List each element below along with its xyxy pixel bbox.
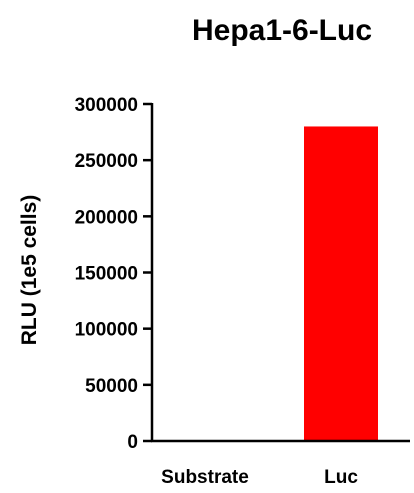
y-tick-label: 300000	[75, 95, 138, 116]
x-axis-ticks: Substrate Luc	[161, 467, 358, 488]
y-tick-label: 200000	[75, 207, 138, 228]
y-tick-label: 0	[127, 432, 138, 453]
bars	[304, 126, 378, 441]
y-tick-label: 100000	[75, 320, 138, 341]
y-axis-ticks: 0 50000 100000 150000 200000 250000 300000	[75, 95, 152, 453]
y-tick-label: 50000	[85, 376, 138, 397]
chart-title: Hepa1-6-Luc	[192, 14, 372, 47]
y-tick-label: 150000	[75, 264, 138, 285]
bar-luc	[304, 126, 378, 441]
y-tick-label: 250000	[75, 151, 138, 172]
x-tick-label: Substrate	[161, 467, 249, 488]
x-tick-label: Luc	[324, 467, 358, 488]
y-axis-label: RLU (1e5 cells)	[18, 195, 41, 346]
